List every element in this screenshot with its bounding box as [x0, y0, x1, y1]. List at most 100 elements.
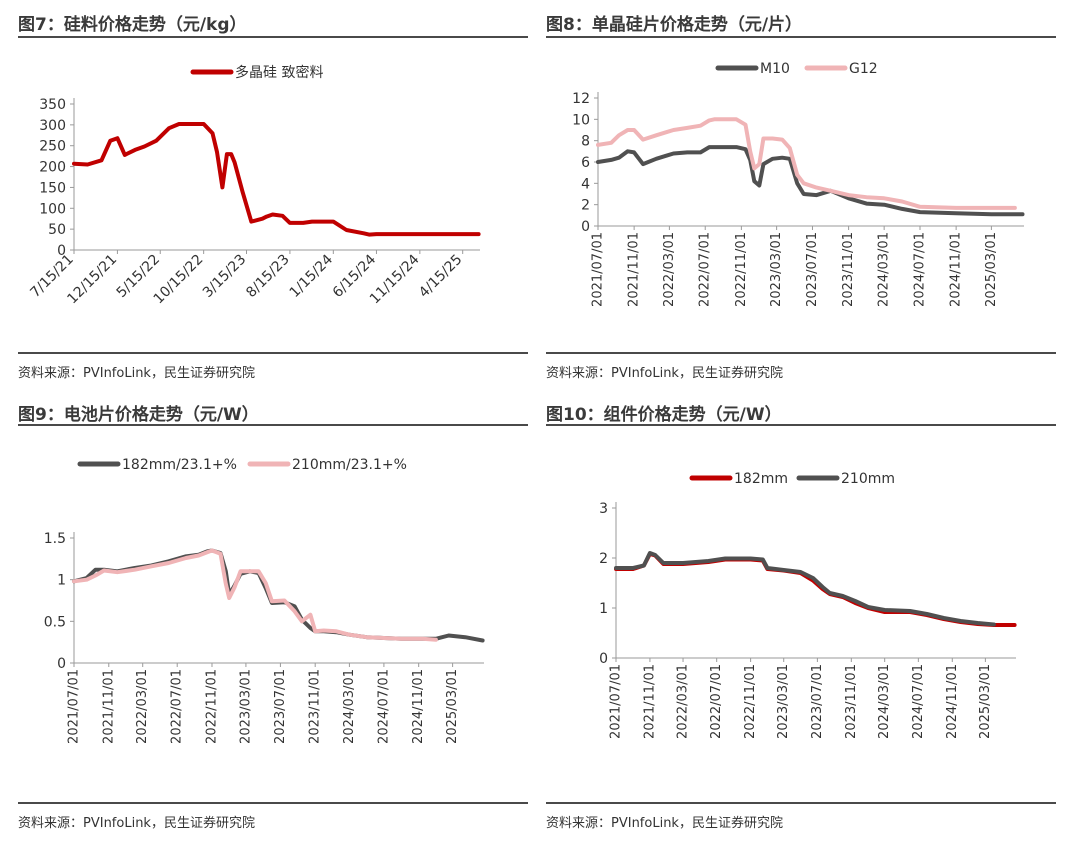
y-tick-label: 0 [599, 651, 608, 667]
y-tick-label: 0 [57, 243, 66, 259]
series-line-1 [72, 122, 481, 237]
x-tick-label: 2023/03/01 [769, 232, 784, 307]
x-tick-label: 2021/07/01 [67, 669, 82, 744]
legend-label: 182mm [734, 471, 788, 487]
y-tick-label: 300 [39, 118, 66, 134]
source-note: 资料来源：PVInfoLink，民生证券研究院 [546, 816, 783, 831]
x-tick-label: 2024/11/01 [945, 664, 960, 739]
x-tick-label: 2022/11/01 [734, 232, 749, 307]
x-tick-label: 2023/03/01 [238, 669, 253, 744]
legend-entry: G12 [804, 61, 878, 77]
y-tick-label: 200 [39, 160, 66, 176]
y-tick-label: 250 [39, 139, 66, 155]
x-tick-label: 2022/07/01 [709, 664, 724, 739]
legend-label: 182mm/23.1+% [122, 457, 237, 473]
source-note: 资料来源：PVInfoLink，民生证券研究院 [18, 366, 255, 381]
x-tick-label: 2023/07/01 [273, 669, 288, 744]
title-rule [18, 36, 528, 38]
y-tick-label: 1 [599, 601, 608, 617]
legend-entry: 210mm/23.1+% [247, 457, 407, 473]
x-tick-label: 8/15/23 [243, 252, 292, 301]
y-tick-label: 50 [48, 222, 66, 238]
y-tick-label: 12 [572, 91, 590, 107]
x-tick-label: 2024/07/01 [911, 664, 926, 739]
x-tick-label: 2025/03/01 [978, 664, 993, 739]
legend-label: 多晶硅 致密料 [235, 64, 323, 81]
chart-title: 图9：电池片价格走势（元/W） [18, 405, 259, 425]
series-line-2 [596, 117, 1017, 210]
series-line-2 [72, 548, 438, 642]
wafer-price-chart: M10 G12 0 2 4 6 8 10 12 2021/07/01 2021/11/01 2022/… [572, 61, 1025, 307]
polysilicon-price-chart: 多晶硅 致密料0501001502002503003507/15/2112/15… [27, 64, 481, 307]
source-note: 资料来源：PVInfoLink，民生证券研究院 [18, 816, 255, 831]
title-rule [546, 424, 1056, 426]
chart-title: 图8：单晶硅片价格走势（元/片） [546, 15, 803, 35]
x-tick-label: 2024/07/01 [912, 232, 927, 307]
x-tick-label: 2022/11/01 [743, 664, 758, 739]
x-tick-label: 2021/11/01 [627, 232, 642, 307]
y-tick-label: 100 [39, 201, 66, 217]
x-tick-label: 2024/03/01 [342, 669, 357, 744]
source-rule [18, 802, 528, 804]
chart-title: 图7：硅料价格走势（元/kg） [18, 15, 247, 35]
y-tick-label: 0.5 [44, 614, 66, 630]
x-tick-label: 2022/03/01 [662, 232, 677, 307]
x-tick-label: 2021/07/01 [591, 232, 606, 307]
title-rule [546, 36, 1056, 38]
x-tick-label: 2024/07/01 [376, 669, 391, 744]
x-tick-label: 2023/07/01 [805, 232, 820, 307]
y-tick-label: 3 [599, 501, 608, 517]
panel-polysilicon: 图7：硅料价格走势（元/kg） 多晶硅 致密料 0 50 100 150 200 250 30… [18, 0, 528, 390]
series-line-1 [596, 145, 1025, 217]
panel-cell: 图9：电池片价格走势（元/W） 182mm/23.1+% 210mm/23.1+%… [18, 396, 528, 846]
x-tick-label: 2022/07/01 [170, 669, 185, 744]
x-tick-label: 2024/03/01 [877, 232, 892, 307]
cell-price-chart: 182mm/23.1+% 210mm/23.1+% 0 0.5 1 1.5 2021/07/… [44, 457, 485, 744]
legend-entry: 182mm [689, 471, 788, 487]
y-tick-label: 1 [57, 573, 66, 589]
legend-entry: 多晶硅 致密料 [190, 64, 323, 81]
x-tick-label: 2022/07/01 [698, 232, 713, 307]
chart-title: 图10：组件价格走势（元/W） [546, 405, 782, 425]
y-tick-label: 8 [581, 134, 590, 150]
title-rule [18, 424, 528, 426]
y-tick-label: 2 [599, 551, 608, 567]
source-note: 资料来源：PVInfoLink，民生证券研究院 [546, 366, 783, 381]
legend-entry: 210mm [796, 471, 895, 487]
x-tick-label: 2023/11/01 [308, 669, 323, 744]
x-tick-label: 2021/11/01 [642, 664, 657, 739]
x-tick-label: 2024/03/01 [877, 664, 892, 739]
x-tick-label: 2025/03/01 [445, 669, 460, 744]
y-tick-label: 2 [581, 198, 590, 214]
x-tick-label: 1/15/24 [287, 251, 337, 301]
y-tick-label: 0 [581, 219, 590, 235]
y-tick-label: 0 [57, 656, 66, 672]
y-tick-label: 6 [581, 155, 590, 171]
x-tick-label: 4/15/25 [416, 252, 465, 301]
y-tick-label: 1.5 [44, 531, 66, 547]
legend-label: 210mm [841, 471, 895, 487]
legend-entry: 182mm/23.1+% [77, 457, 237, 473]
y-tick-label: 150 [39, 180, 66, 196]
legend-label: 210mm/23.1+% [292, 457, 407, 473]
source-rule [546, 802, 1056, 804]
series-line-2 [614, 551, 996, 627]
x-tick-label: 2023/07/01 [810, 664, 825, 739]
legend-entry: M10 [715, 61, 790, 77]
x-tick-label: 2023/11/01 [844, 664, 859, 739]
panel-wafer: 图8：单晶硅片价格走势（元/片） M10 G12 0 2 4 6 8 10 12 2021/07/… [546, 0, 1056, 390]
y-tick-label: 350 [39, 97, 66, 113]
source-rule [18, 352, 528, 354]
x-tick-label: 2025/03/01 [984, 232, 999, 307]
x-tick-label: 2023/11/01 [841, 232, 856, 307]
legend-label: M10 [760, 61, 790, 77]
source-rule [546, 352, 1056, 354]
x-tick-label: 2022/03/01 [135, 669, 150, 744]
x-tick-label: 2023/03/01 [776, 664, 791, 739]
x-tick-label: 3/15/23 [200, 252, 249, 301]
y-tick-label: 4 [581, 176, 590, 192]
x-tick-label: 2021/11/01 [101, 669, 116, 744]
x-tick-label: 2021/07/01 [609, 664, 624, 739]
series-line-1 [72, 548, 485, 643]
x-tick-label: 2024/11/01 [949, 232, 964, 307]
